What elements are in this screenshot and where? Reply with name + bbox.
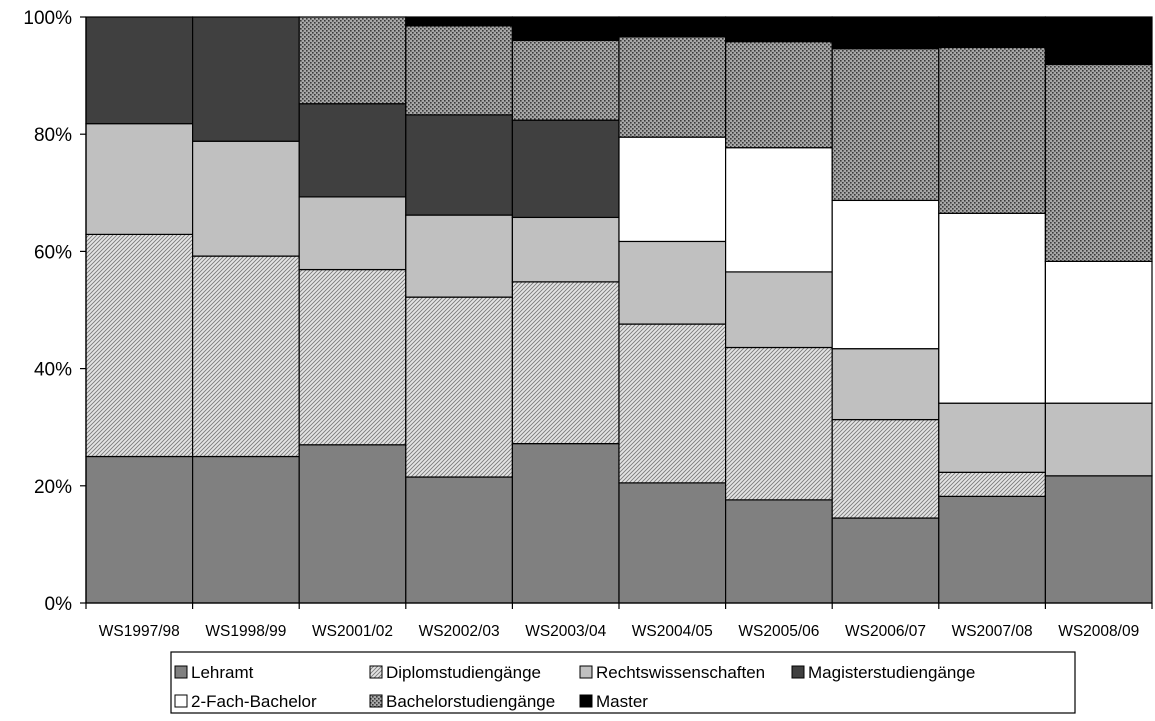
bar-segment — [511, 119, 620, 219]
x-tick-label: WS2005/06 — [738, 623, 819, 640]
legend-swatch — [369, 665, 383, 679]
bar-segment — [511, 39, 620, 121]
x-tick-label: WS2001/02 — [312, 623, 393, 640]
bar-segment — [618, 136, 727, 243]
bar-segment — [724, 346, 833, 501]
bar-segment — [1044, 260, 1153, 404]
bar-segment — [192, 16, 300, 142]
legend-label: Rechtswissenschaften — [596, 663, 765, 682]
x-tick-label: WS2006/07 — [845, 623, 926, 640]
bar-segment — [405, 16, 513, 27]
bar-segment — [618, 482, 727, 604]
bar-segment — [724, 271, 833, 349]
bar-segment — [405, 476, 513, 604]
legend-swatch — [369, 694, 383, 708]
y-tick-label: 60% — [34, 242, 72, 263]
x-tick-label: WS2007/08 — [952, 623, 1033, 640]
bar-segment — [831, 199, 940, 350]
bar-segment — [405, 214, 513, 298]
bar-segment — [618, 36, 727, 138]
bar-segment — [298, 268, 407, 446]
bar-segment — [1044, 63, 1153, 262]
bar-segment — [938, 495, 1046, 604]
legend-label: Master — [596, 692, 648, 711]
bar-segment — [938, 16, 1046, 49]
x-tick-label: WS2008/09 — [1058, 623, 1139, 640]
bar-segment — [938, 46, 1046, 214]
axes: 0% 20% 40% 60% 80% 100% WS1997/98 WS1998/99 WS20… — [23, 8, 1153, 640]
bar-segment — [831, 348, 940, 421]
y-tick-label: 40% — [34, 360, 72, 381]
y-tick-label: 100% — [23, 8, 72, 29]
bar-segment — [1044, 475, 1153, 604]
y-tick-label: 80% — [34, 125, 72, 146]
bar-segment — [511, 281, 620, 445]
bar-segment — [405, 25, 513, 116]
bar-segment — [724, 41, 833, 149]
legend-label: Bachelorstudiengänge — [386, 692, 555, 711]
y-tick-label: 20% — [34, 477, 72, 498]
bar-segment — [618, 323, 727, 484]
bar-segment — [511, 16, 620, 42]
bar-segment — [618, 240, 727, 325]
bar-segment — [938, 471, 1046, 497]
bar-segment — [192, 140, 300, 257]
legend-label: Diplomstudiengänge — [386, 663, 541, 682]
x-tick-label: WS2004/05 — [632, 623, 713, 640]
bar-segment — [724, 499, 833, 604]
bar-segment — [192, 255, 300, 458]
legend-label: 2-Fach-Bachelor — [191, 692, 317, 711]
legend-swatch — [174, 694, 188, 708]
bar-segment — [1044, 16, 1153, 66]
bar-segment — [405, 296, 513, 478]
x-tick-label: WS2002/03 — [419, 623, 500, 640]
bar-segment — [511, 216, 620, 283]
legend-swatch — [174, 665, 188, 679]
x-tick-label: WS1998/99 — [205, 623, 286, 640]
legend-swatch — [579, 694, 593, 708]
x-tick-label: WS2003/04 — [525, 623, 606, 640]
bar-segment — [298, 196, 407, 271]
bar-segment — [298, 16, 407, 105]
bar-segment — [831, 48, 940, 202]
legend-box — [170, 651, 1076, 714]
legend-swatch — [791, 665, 805, 679]
bar-segment — [298, 444, 407, 604]
legend: Lehramt Diplomstudiengänge Rechtswissensch… — [170, 651, 1076, 714]
bar-segment — [85, 233, 194, 458]
bar-segment — [938, 212, 1046, 404]
bar-segment — [618, 16, 727, 38]
y-tick-label: 0% — [45, 594, 73, 615]
bars — [85, 16, 1153, 604]
bar-segment — [724, 16, 833, 43]
bar-segment — [724, 147, 833, 273]
bar-segment — [831, 16, 940, 50]
bar-segment — [831, 418, 940, 519]
bar-segment — [511, 443, 620, 604]
bar-segment — [1044, 402, 1153, 477]
bar-segment — [85, 455, 194, 604]
legend-swatch — [579, 665, 593, 679]
bar-segment — [405, 114, 513, 216]
legend-label: Magisterstudiengänge — [808, 663, 975, 682]
bar-segment — [831, 517, 940, 604]
bar-segment — [298, 103, 407, 198]
legend-label: Lehramt — [191, 663, 254, 682]
bar-segment — [938, 402, 1046, 473]
bar-segment — [85, 123, 194, 236]
x-tick-label: WS1997/98 — [99, 623, 180, 640]
bar-segment — [85, 16, 194, 125]
bar-segment — [192, 455, 300, 604]
